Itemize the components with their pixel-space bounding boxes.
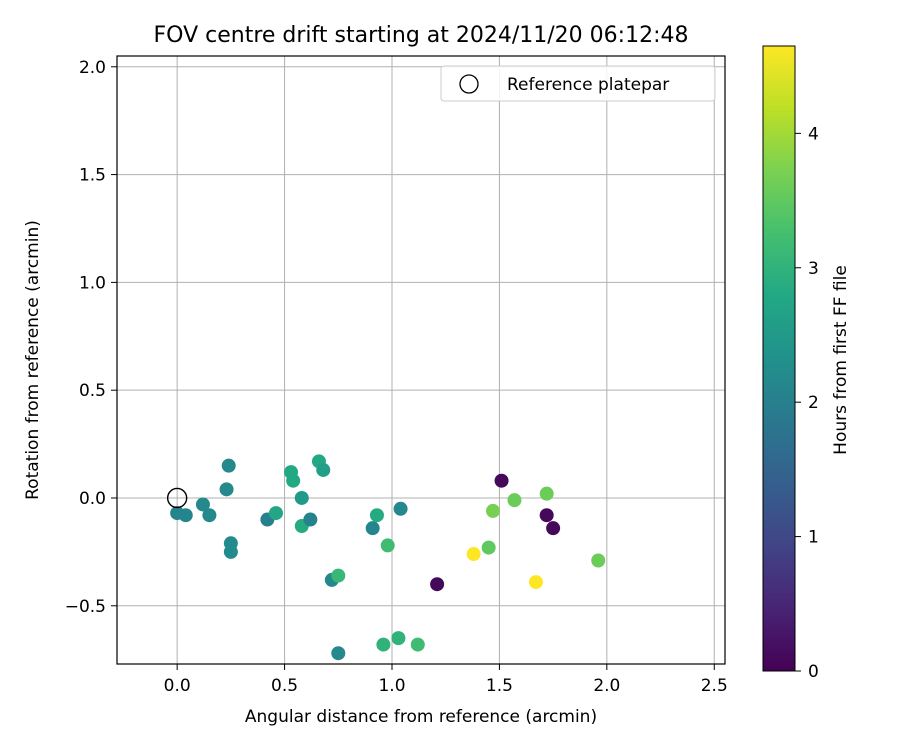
data-point xyxy=(294,490,309,505)
y-tick-label: 0.0 xyxy=(79,489,106,509)
data-point xyxy=(481,540,496,555)
data-point xyxy=(430,577,445,592)
colorbar-tick-label: 0 xyxy=(808,662,819,682)
y-tick-label: 2.0 xyxy=(79,58,106,78)
data-point xyxy=(410,637,425,652)
data-point xyxy=(221,458,236,473)
y-tick-label: 0.5 xyxy=(79,381,106,401)
y-axis-label: Rotation from reference (arcmin) xyxy=(23,220,43,500)
data-point xyxy=(591,553,606,568)
legend: Reference platepar xyxy=(440,65,716,102)
data-point xyxy=(365,521,380,536)
colorbar-ticks: 0 1 2 3 4 xyxy=(795,124,819,682)
x-tick-label: 0.5 xyxy=(271,676,298,696)
reference-platepar-marker xyxy=(166,487,188,509)
data-point xyxy=(466,547,481,562)
data-point xyxy=(539,486,554,501)
data-points xyxy=(170,454,606,661)
data-point xyxy=(268,506,283,521)
colorbar-label: Hours from first FF file xyxy=(831,265,851,455)
x-tick-label: 2.0 xyxy=(593,676,620,696)
data-point xyxy=(546,521,561,536)
x-tick-label: 1.5 xyxy=(486,676,513,696)
data-point xyxy=(494,473,509,488)
plot-frame xyxy=(116,55,726,665)
grid-lines xyxy=(117,56,725,664)
legend-entry-label: Reference platepar xyxy=(507,75,669,95)
data-point xyxy=(316,462,331,477)
colorbar-tick-label: 4 xyxy=(808,124,819,144)
data-point xyxy=(195,497,210,512)
data-point xyxy=(376,637,391,652)
data-point xyxy=(178,508,193,523)
x-axis-ticks: 0.0 0.5 1.0 1.5 2.0 2.5 xyxy=(164,664,728,696)
data-point xyxy=(507,493,522,508)
data-point xyxy=(286,473,301,488)
data-point xyxy=(223,544,238,559)
colorbar-tick-label: 3 xyxy=(808,259,819,279)
y-tick-label: 1.5 xyxy=(79,166,106,186)
y-tick-label: −0.5 xyxy=(65,597,106,617)
data-point xyxy=(202,508,217,523)
data-point xyxy=(331,568,346,583)
chart-title: FOV centre drift starting at 2024/11/20 … xyxy=(154,23,689,48)
x-tick-label: 0.0 xyxy=(164,676,191,696)
data-point xyxy=(391,631,406,646)
data-point xyxy=(331,646,346,661)
data-point xyxy=(380,538,395,553)
data-point xyxy=(369,508,384,523)
colorbar-tick-label: 1 xyxy=(808,528,819,548)
data-point xyxy=(303,512,318,527)
data-point xyxy=(393,501,408,516)
x-tick-label: 1.0 xyxy=(378,676,405,696)
reference-marker xyxy=(166,487,188,509)
data-point xyxy=(528,575,543,590)
legend-marker-open-circle xyxy=(459,74,479,94)
colorbar-gradient xyxy=(762,45,796,672)
colorbar: 0 1 2 3 4 Hours from first FF file xyxy=(762,45,851,682)
data-point xyxy=(539,508,554,523)
x-axis-label: Angular distance from reference (arcmin) xyxy=(245,707,597,727)
data-point xyxy=(219,482,234,497)
legend-box xyxy=(440,65,716,102)
x-tick-label: 2.5 xyxy=(701,676,728,696)
data-point xyxy=(485,503,500,518)
y-axis-ticks: −0.5 0.0 0.5 1.0 1.5 2.0 xyxy=(65,58,117,617)
colorbar-tick-label: 2 xyxy=(808,393,819,413)
y-tick-label: 1.0 xyxy=(79,273,106,293)
